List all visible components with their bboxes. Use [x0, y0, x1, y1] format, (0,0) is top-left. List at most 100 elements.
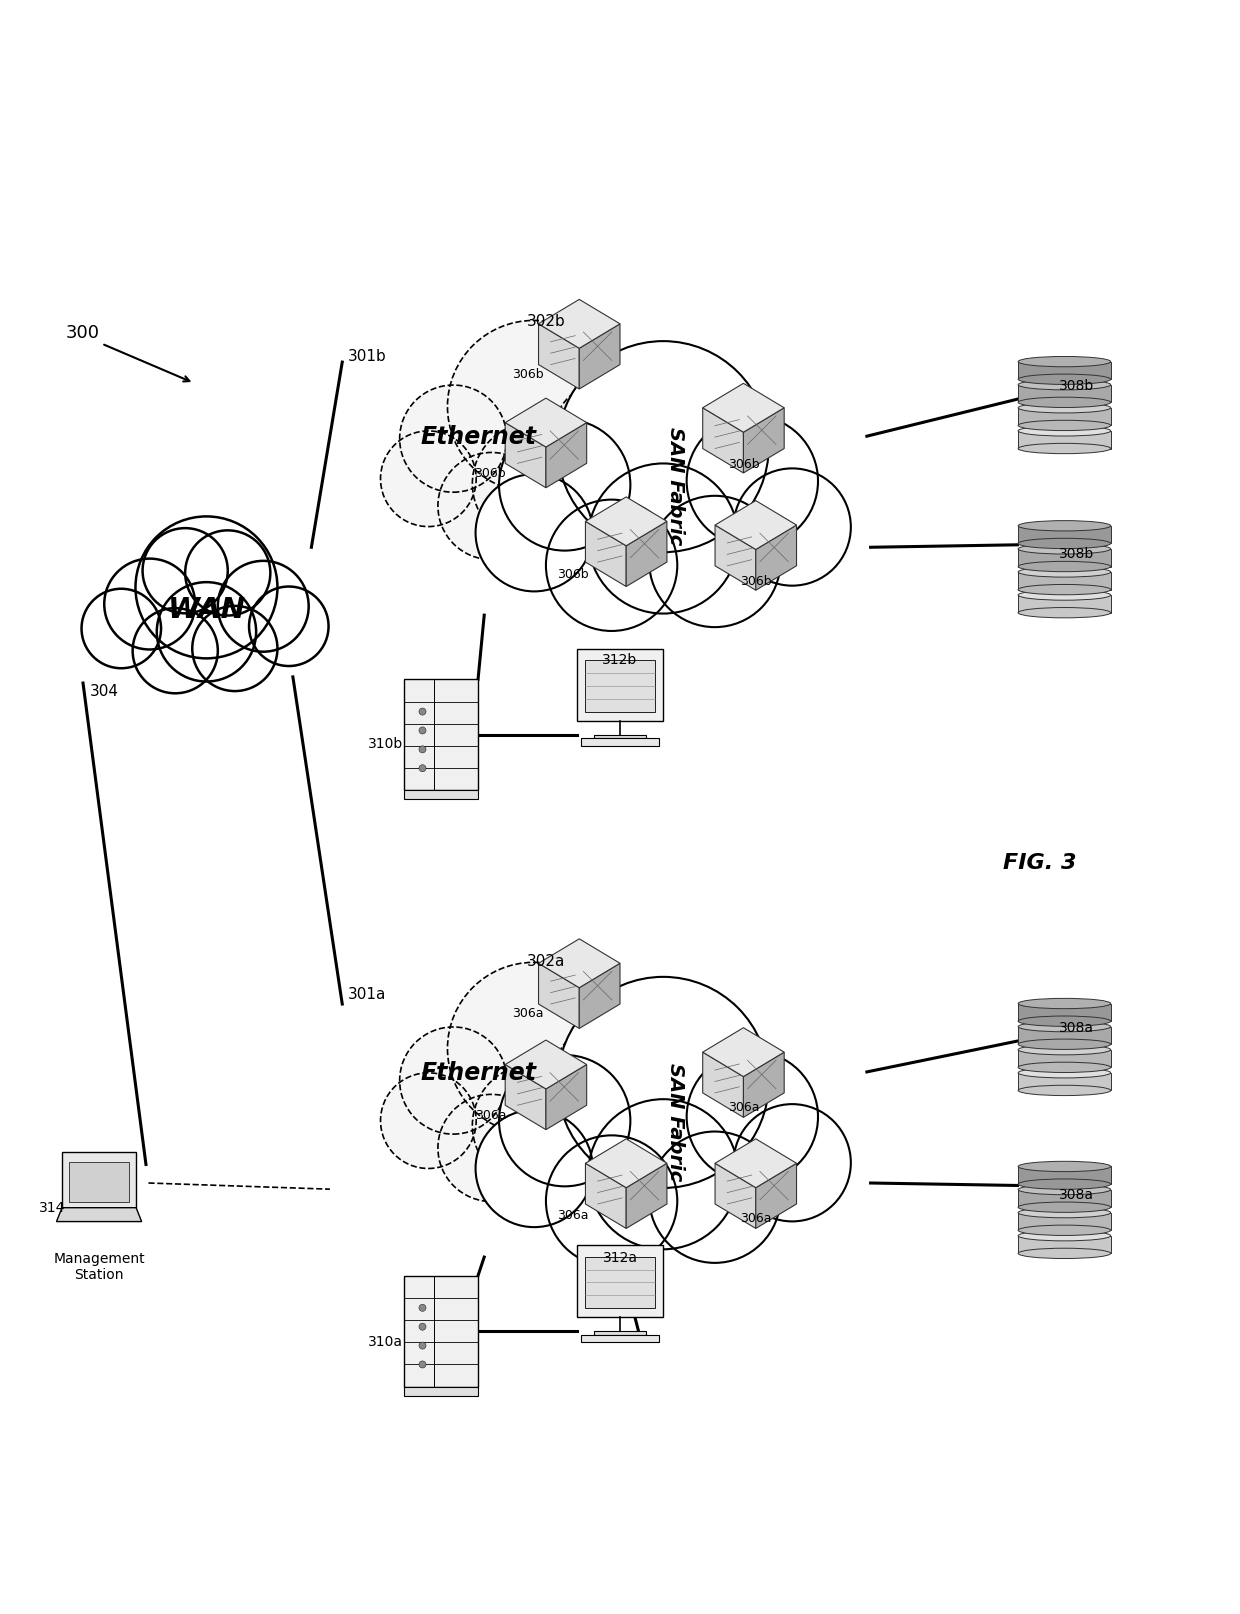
Ellipse shape	[1018, 421, 1111, 431]
Polygon shape	[744, 1052, 784, 1117]
Polygon shape	[1018, 1212, 1111, 1230]
Polygon shape	[594, 1332, 646, 1335]
Ellipse shape	[1018, 1249, 1111, 1259]
Circle shape	[472, 423, 595, 546]
Polygon shape	[577, 649, 663, 721]
Circle shape	[104, 560, 195, 650]
Circle shape	[419, 1343, 427, 1349]
Circle shape	[522, 1091, 629, 1199]
Polygon shape	[57, 1207, 141, 1222]
Polygon shape	[404, 679, 479, 791]
Polygon shape	[584, 1257, 656, 1309]
Ellipse shape	[1018, 1022, 1111, 1031]
Text: WAN: WAN	[167, 596, 246, 623]
Text: 306a: 306a	[475, 1107, 506, 1120]
Polygon shape	[538, 324, 579, 389]
Ellipse shape	[1018, 426, 1111, 437]
Polygon shape	[62, 1152, 136, 1207]
Ellipse shape	[1018, 381, 1111, 391]
Ellipse shape	[1018, 444, 1111, 455]
Ellipse shape	[1018, 1068, 1111, 1078]
Circle shape	[687, 416, 818, 547]
Polygon shape	[582, 739, 658, 746]
Text: 306b: 306b	[740, 575, 771, 587]
Circle shape	[143, 529, 228, 613]
Text: Ethernet: Ethernet	[420, 1060, 536, 1085]
Polygon shape	[505, 1041, 587, 1089]
Polygon shape	[703, 1052, 744, 1117]
Circle shape	[249, 587, 329, 667]
Circle shape	[591, 426, 687, 523]
Circle shape	[133, 608, 218, 694]
Text: FIG. 3: FIG. 3	[1003, 852, 1076, 873]
Polygon shape	[1018, 1004, 1111, 1022]
Polygon shape	[505, 1065, 546, 1130]
Polygon shape	[703, 1028, 784, 1077]
Polygon shape	[715, 1164, 756, 1228]
Polygon shape	[585, 497, 667, 547]
Ellipse shape	[1018, 562, 1111, 573]
Ellipse shape	[1018, 374, 1111, 386]
Ellipse shape	[1018, 1086, 1111, 1096]
Circle shape	[558, 976, 769, 1188]
Text: 300: 300	[66, 324, 100, 342]
Circle shape	[82, 589, 161, 668]
Ellipse shape	[1018, 544, 1111, 555]
Ellipse shape	[1018, 399, 1111, 408]
Ellipse shape	[1018, 1162, 1111, 1172]
Circle shape	[558, 342, 769, 554]
Circle shape	[734, 1104, 851, 1222]
Text: 308b: 308b	[1059, 547, 1095, 560]
Circle shape	[135, 516, 278, 659]
Polygon shape	[69, 1162, 129, 1202]
Polygon shape	[756, 1164, 796, 1228]
Ellipse shape	[1018, 521, 1111, 531]
Polygon shape	[715, 526, 756, 591]
Polygon shape	[579, 964, 620, 1028]
Circle shape	[522, 450, 629, 557]
Text: Management
Station: Management Station	[53, 1251, 145, 1282]
Circle shape	[553, 1025, 660, 1131]
Circle shape	[438, 1094, 546, 1202]
Ellipse shape	[1018, 591, 1111, 600]
Circle shape	[588, 465, 738, 615]
Polygon shape	[1018, 408, 1111, 426]
Circle shape	[476, 475, 593, 592]
Text: 304: 304	[89, 684, 119, 699]
Circle shape	[649, 497, 780, 628]
Circle shape	[498, 1056, 630, 1186]
Polygon shape	[1018, 596, 1111, 613]
Circle shape	[588, 1099, 738, 1249]
Polygon shape	[1018, 549, 1111, 567]
Text: Ethernet: Ethernet	[420, 424, 536, 449]
Polygon shape	[1018, 431, 1111, 449]
Ellipse shape	[1018, 539, 1111, 549]
Polygon shape	[1018, 1073, 1111, 1091]
Polygon shape	[626, 1164, 667, 1228]
Circle shape	[448, 964, 620, 1135]
Circle shape	[476, 1110, 593, 1227]
Text: 308a: 308a	[1059, 1020, 1094, 1035]
Text: 306a: 306a	[557, 1207, 589, 1220]
Polygon shape	[715, 1139, 796, 1188]
Ellipse shape	[1018, 1062, 1111, 1073]
Text: 306b: 306b	[728, 458, 759, 471]
Polygon shape	[505, 423, 546, 489]
Text: 306b: 306b	[475, 466, 506, 479]
Polygon shape	[1018, 1051, 1111, 1068]
Circle shape	[649, 1131, 780, 1264]
Polygon shape	[585, 521, 626, 587]
Polygon shape	[505, 399, 587, 447]
Ellipse shape	[1018, 586, 1111, 596]
Circle shape	[419, 1361, 427, 1369]
Circle shape	[419, 728, 427, 734]
Polygon shape	[1018, 363, 1111, 379]
Text: 306a: 306a	[512, 1007, 543, 1020]
Ellipse shape	[1018, 1185, 1111, 1194]
Text: 306a: 306a	[728, 1101, 759, 1114]
Polygon shape	[546, 1065, 587, 1130]
Circle shape	[419, 1304, 427, 1312]
Polygon shape	[744, 408, 784, 473]
Text: SAN Fabric: SAN Fabric	[666, 428, 684, 546]
Polygon shape	[538, 939, 620, 988]
